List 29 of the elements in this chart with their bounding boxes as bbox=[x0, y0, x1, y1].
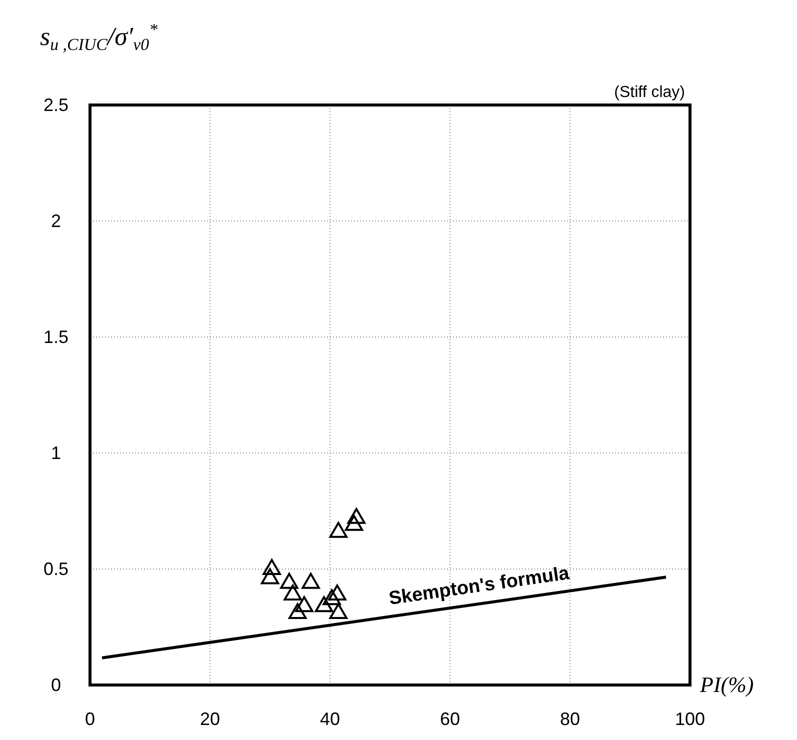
point bbox=[284, 584, 302, 600]
x-tick-label: 60 bbox=[440, 709, 460, 729]
point bbox=[314, 596, 334, 612]
text: Skempton's formula bbox=[388, 562, 572, 610]
y-tick-label: 2.5 bbox=[43, 95, 69, 115]
y-tick-label: 0 bbox=[50, 675, 62, 695]
y-tick-label: 2 bbox=[50, 211, 62, 231]
x-tick-label: 80 bbox=[560, 709, 580, 729]
point bbox=[288, 603, 307, 620]
point bbox=[260, 568, 280, 584]
point bbox=[329, 522, 348, 538]
point bbox=[262, 559, 281, 575]
point bbox=[302, 572, 320, 589]
x-tick-label: 0 bbox=[84, 709, 96, 729]
point bbox=[295, 596, 314, 612]
x-tick-label: 100 bbox=[674, 709, 706, 729]
y-tick-label: 1.5 bbox=[43, 327, 69, 347]
y-tick-label: 0.5 bbox=[43, 559, 69, 579]
point bbox=[344, 514, 364, 531]
y-tick-label: 1 bbox=[50, 443, 62, 463]
point bbox=[329, 603, 348, 620]
x-tick-label: 20 bbox=[200, 709, 220, 729]
x-axis-title: PI(%) bbox=[699, 672, 754, 697]
point bbox=[347, 508, 366, 524]
text: (Stiff clay) bbox=[614, 84, 685, 101]
point bbox=[280, 572, 298, 589]
x-tick-label: 40 bbox=[320, 709, 340, 729]
point bbox=[322, 589, 341, 606]
point bbox=[328, 584, 346, 600]
